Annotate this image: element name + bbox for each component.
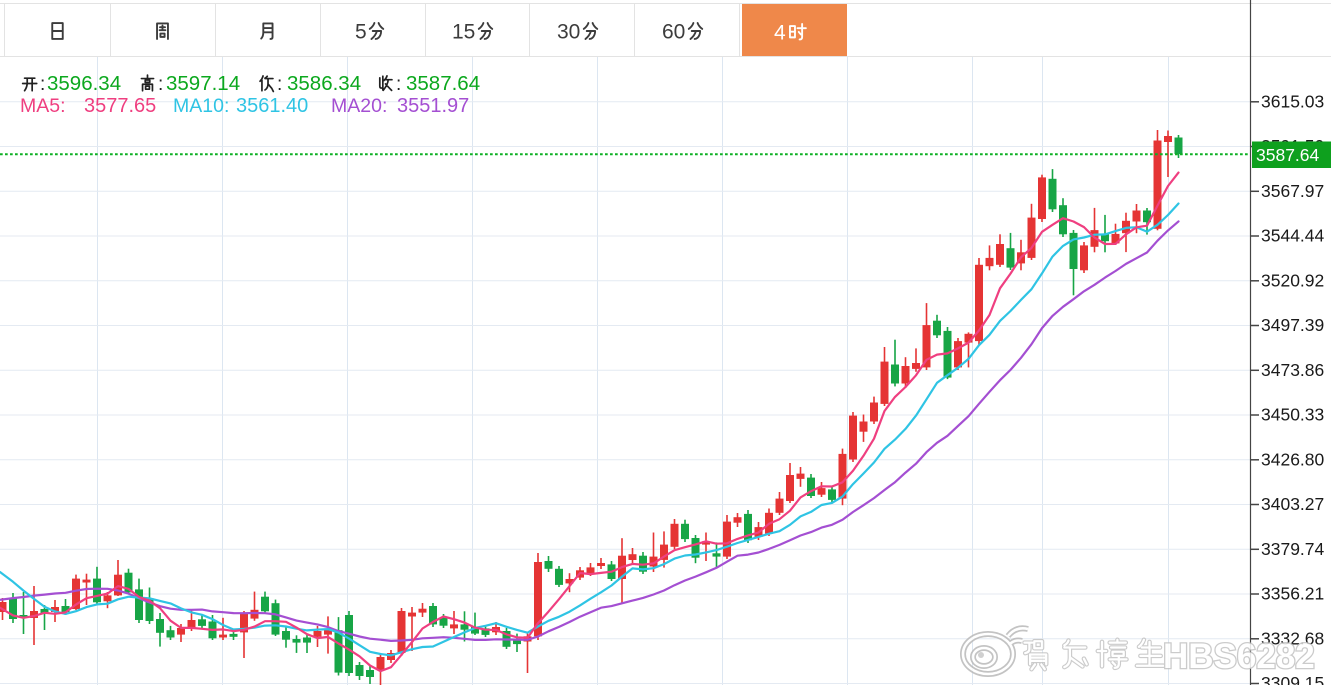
svg-text:3587.64: 3587.64: [1256, 145, 1320, 165]
svg-text:5: 5: [355, 21, 367, 44]
svg-text:3544.44: 3544.44: [1261, 226, 1325, 246]
svg-text:MA20:: MA20:: [331, 95, 387, 117]
svg-text::: :: [277, 74, 282, 95]
svg-text:3596.34: 3596.34: [47, 72, 121, 95]
svg-text:3497.39: 3497.39: [1261, 315, 1324, 335]
svg-text:3567.97: 3567.97: [1261, 181, 1324, 201]
svg-text:MA5:: MA5:: [20, 95, 66, 117]
svg-text:60: 60: [662, 21, 685, 44]
svg-text:30: 30: [557, 21, 580, 44]
svg-text:3615.03: 3615.03: [1261, 91, 1324, 111]
svg-text:15: 15: [452, 21, 475, 44]
svg-text:3332.68: 3332.68: [1261, 628, 1324, 648]
svg-text::: :: [158, 74, 163, 95]
svg-text::: :: [40, 74, 45, 95]
svg-text:3450.33: 3450.33: [1261, 405, 1324, 425]
svg-text:3597.14: 3597.14: [166, 72, 240, 95]
svg-text::: :: [396, 74, 401, 95]
svg-text:4: 4: [774, 22, 786, 45]
svg-text:3473.86: 3473.86: [1261, 360, 1324, 380]
svg-text:3356.21: 3356.21: [1261, 584, 1324, 604]
svg-text:3561.40: 3561.40: [236, 95, 308, 117]
svg-text:3403.27: 3403.27: [1261, 494, 1324, 514]
svg-text:3379.74: 3379.74: [1261, 539, 1325, 559]
svg-text:3586.34: 3586.34: [287, 72, 361, 95]
svg-text:3577.65: 3577.65: [84, 95, 156, 117]
svg-text:3587.64: 3587.64: [406, 72, 480, 95]
svg-text:3426.80: 3426.80: [1261, 449, 1325, 469]
svg-text:3551.97: 3551.97: [397, 95, 469, 117]
svg-text:HBS6282: HBS6282: [1163, 637, 1315, 676]
svg-text:MA10:: MA10:: [173, 95, 229, 117]
svg-text:3520.92: 3520.92: [1261, 270, 1324, 290]
